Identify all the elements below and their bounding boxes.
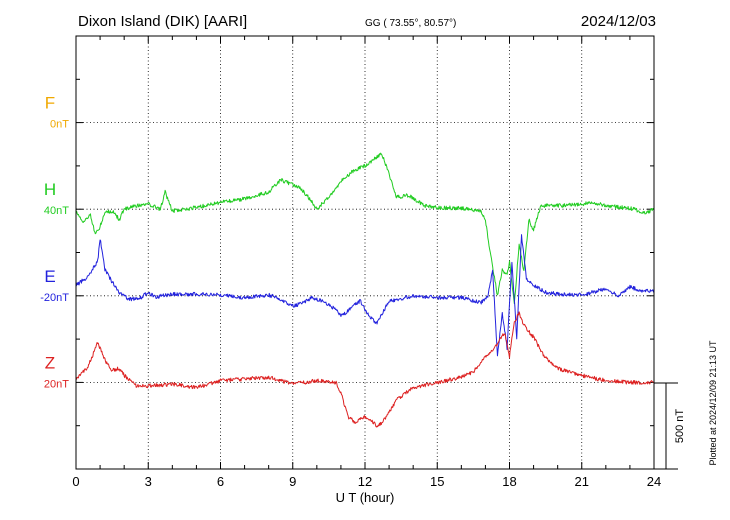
series-line-e — [75, 234, 655, 357]
x-tick-label: 12 — [358, 474, 372, 489]
component-label-h: H — [44, 180, 56, 199]
component-label-z: Z — [45, 353, 55, 372]
component-labels: F 0nT H 40nT E -20nT Z 20nT — [40, 94, 69, 391]
chart-title: Dixon Island (DIK) [AARI] — [78, 13, 247, 30]
x-tick-label: 18 — [502, 474, 516, 489]
x-tick-label: 0 — [72, 474, 79, 489]
scale-label: 500 nT — [674, 409, 686, 444]
x-tick-label: 15 — [430, 474, 444, 489]
chart-date: 2024/12/03 — [581, 13, 656, 30]
plotted-footer: Plotted at 2024/12/09 21:13 UT — [708, 340, 718, 466]
x-tick-label: 24 — [647, 474, 661, 489]
series-group — [75, 152, 655, 428]
baseline-label-e: -20nT — [40, 292, 69, 304]
scale-bar: 500 nT — [654, 382, 686, 470]
x-tick-label: 9 — [289, 474, 296, 489]
component-label-e: E — [44, 267, 55, 286]
series-line-h — [75, 152, 655, 305]
series-line-z — [75, 311, 655, 428]
x-tick-label: 6 — [217, 474, 224, 489]
plot-frame — [75, 35, 655, 470]
x-axis-label: U T (hour) — [336, 490, 395, 505]
component-label-f: F — [45, 94, 55, 113]
baseline-label-h: 40nT — [44, 205, 69, 217]
x-tick-labels: 0 3 6 9 12 15 18 21 24 — [72, 474, 661, 489]
x-tick-label: 3 — [145, 474, 152, 489]
baseline-label-z: 20nT — [44, 378, 69, 390]
grid-lines — [76, 36, 654, 469]
station-coordinates: GG ( 73.55°, 80.57°) — [365, 18, 456, 29]
baseline-label-f: 0nT — [50, 119, 69, 131]
x-tick-label: 21 — [575, 474, 589, 489]
